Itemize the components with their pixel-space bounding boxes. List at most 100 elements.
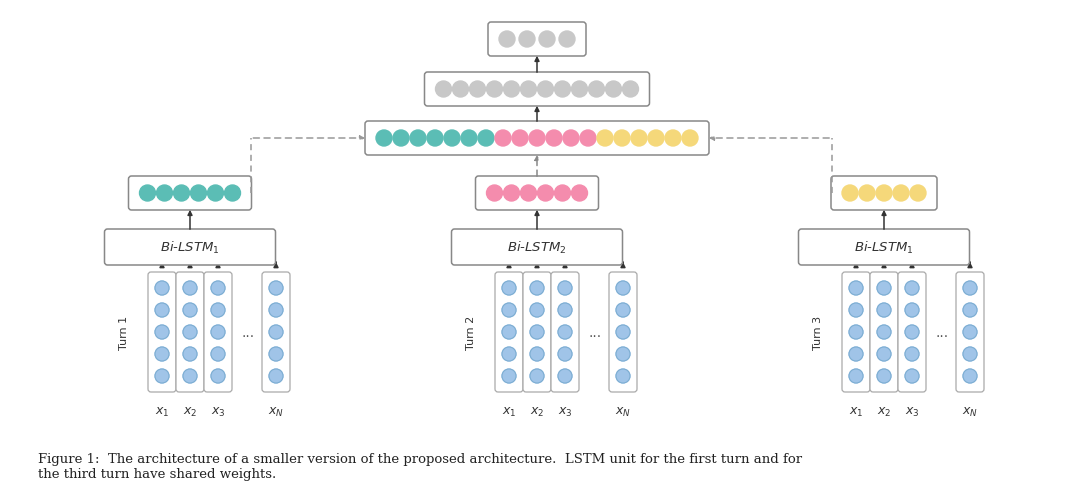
Text: $x_1$: $x_1$	[502, 405, 517, 418]
Circle shape	[905, 325, 919, 339]
Circle shape	[892, 186, 909, 201]
Text: $x_1$: $x_1$	[848, 405, 863, 418]
Circle shape	[850, 347, 863, 361]
FancyBboxPatch shape	[495, 273, 523, 392]
Circle shape	[571, 186, 587, 201]
Circle shape	[504, 186, 520, 201]
FancyBboxPatch shape	[451, 229, 623, 266]
Circle shape	[211, 304, 224, 317]
Circle shape	[580, 131, 596, 147]
Circle shape	[597, 131, 613, 147]
Circle shape	[519, 32, 535, 48]
Circle shape	[905, 369, 919, 383]
Circle shape	[616, 347, 630, 361]
Circle shape	[183, 325, 197, 339]
Circle shape	[554, 82, 570, 98]
Circle shape	[211, 282, 224, 296]
Circle shape	[487, 186, 503, 201]
Text: $x_1$: $x_1$	[155, 405, 170, 418]
Circle shape	[558, 32, 575, 48]
Circle shape	[211, 347, 224, 361]
Circle shape	[877, 304, 891, 317]
Circle shape	[529, 325, 545, 339]
Circle shape	[539, 32, 555, 48]
Text: $x_3$: $x_3$	[557, 405, 572, 418]
Circle shape	[529, 131, 545, 147]
Circle shape	[963, 282, 977, 296]
Text: Turn 3: Turn 3	[813, 315, 823, 349]
Circle shape	[963, 369, 977, 383]
Circle shape	[537, 186, 553, 201]
Circle shape	[190, 186, 206, 201]
Text: $x_2$: $x_2$	[876, 405, 891, 418]
Text: $x_N$: $x_N$	[615, 405, 632, 418]
Circle shape	[963, 304, 977, 317]
FancyBboxPatch shape	[262, 273, 290, 392]
Circle shape	[614, 131, 630, 147]
Circle shape	[521, 82, 537, 98]
Text: Figure 1:  The architecture of a smaller version of the proposed architecture.  : Figure 1: The architecture of a smaller …	[38, 452, 802, 480]
FancyBboxPatch shape	[609, 273, 637, 392]
Circle shape	[850, 325, 863, 339]
Circle shape	[268, 347, 284, 361]
Circle shape	[410, 131, 426, 147]
FancyBboxPatch shape	[365, 122, 709, 156]
Circle shape	[499, 32, 516, 48]
Circle shape	[435, 82, 451, 98]
Circle shape	[632, 131, 647, 147]
Circle shape	[842, 186, 858, 201]
Circle shape	[563, 131, 579, 147]
Circle shape	[155, 304, 169, 317]
Circle shape	[877, 369, 891, 383]
Circle shape	[444, 131, 460, 147]
Circle shape	[877, 325, 891, 339]
Circle shape	[529, 282, 545, 296]
Text: $x_N$: $x_N$	[962, 405, 978, 418]
FancyBboxPatch shape	[176, 273, 204, 392]
Circle shape	[502, 282, 516, 296]
Circle shape	[905, 347, 919, 361]
Text: $x_N$: $x_N$	[268, 405, 284, 418]
Circle shape	[521, 186, 537, 201]
Circle shape	[155, 325, 169, 339]
Circle shape	[648, 131, 664, 147]
Circle shape	[910, 186, 926, 201]
Circle shape	[963, 325, 977, 339]
Circle shape	[850, 282, 863, 296]
Circle shape	[616, 369, 630, 383]
Circle shape	[268, 282, 284, 296]
Circle shape	[512, 131, 528, 147]
FancyBboxPatch shape	[424, 73, 650, 107]
Circle shape	[623, 82, 639, 98]
Circle shape	[546, 131, 562, 147]
Circle shape	[376, 131, 392, 147]
Circle shape	[616, 304, 630, 317]
Text: Bi-LSTM$_1$: Bi-LSTM$_1$	[160, 239, 220, 256]
Text: Bi-LSTM$_1$: Bi-LSTM$_1$	[854, 239, 914, 256]
Circle shape	[487, 82, 503, 98]
Circle shape	[211, 325, 224, 339]
Circle shape	[616, 282, 630, 296]
Circle shape	[502, 369, 516, 383]
Circle shape	[558, 369, 572, 383]
Circle shape	[859, 186, 875, 201]
Circle shape	[850, 369, 863, 383]
Text: Turn 1: Turn 1	[119, 315, 129, 349]
Circle shape	[504, 82, 520, 98]
Circle shape	[207, 186, 223, 201]
Circle shape	[876, 186, 892, 201]
Circle shape	[268, 304, 284, 317]
Circle shape	[665, 131, 681, 147]
Circle shape	[157, 186, 173, 201]
Circle shape	[537, 82, 553, 98]
Text: $x_2$: $x_2$	[183, 405, 198, 418]
Circle shape	[478, 131, 494, 147]
Circle shape	[183, 347, 197, 361]
Text: ...: ...	[242, 325, 255, 339]
Circle shape	[905, 304, 919, 317]
FancyBboxPatch shape	[523, 273, 551, 392]
Circle shape	[140, 186, 156, 201]
Circle shape	[452, 82, 468, 98]
FancyBboxPatch shape	[104, 229, 276, 266]
Circle shape	[529, 304, 545, 317]
